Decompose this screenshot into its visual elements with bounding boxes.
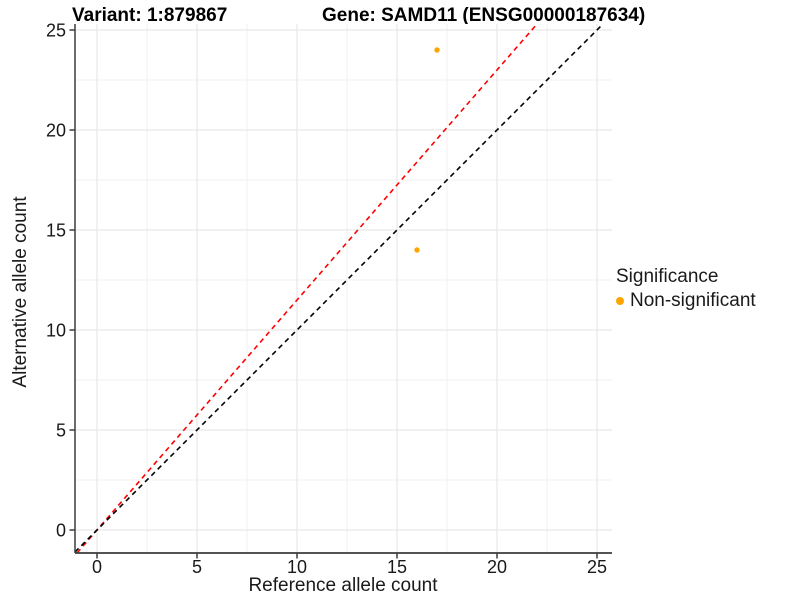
x-axis-title: Reference allele count [248,575,438,596]
variant-title: Variant: 1:879867 [72,5,228,26]
y-tick-label: 20 [46,121,66,141]
x-tick-label: 10 [287,557,307,577]
data-point [414,247,420,253]
x-tick-label: 0 [92,557,102,577]
legend-item-non-significant: Non-significant [616,290,756,312]
y-tick-label: 25 [46,21,66,41]
panel-background [75,24,612,553]
y-tick-label: 5 [56,421,66,441]
x-tick-label: 25 [587,557,607,577]
y-axis-title: Alternative allele count [10,196,31,388]
gene-title: Gene: SAMD11 (ENSG00000187634) [322,5,646,26]
x-tick-label: 20 [487,557,507,577]
legend-point-icon [616,297,624,305]
identity-line [74,23,604,553]
y-tick-label: 0 [56,521,66,541]
legend: Significance Non-significant [616,266,756,312]
data-point [434,47,440,53]
legend-title: Significance [616,266,719,287]
legend-item-label: Non-significant [630,290,756,311]
x-tick-label: 15 [387,557,407,577]
x-tick-label: 5 [192,557,202,577]
y-tick-label: 10 [46,321,66,341]
y-tick-label: 15 [46,221,66,241]
